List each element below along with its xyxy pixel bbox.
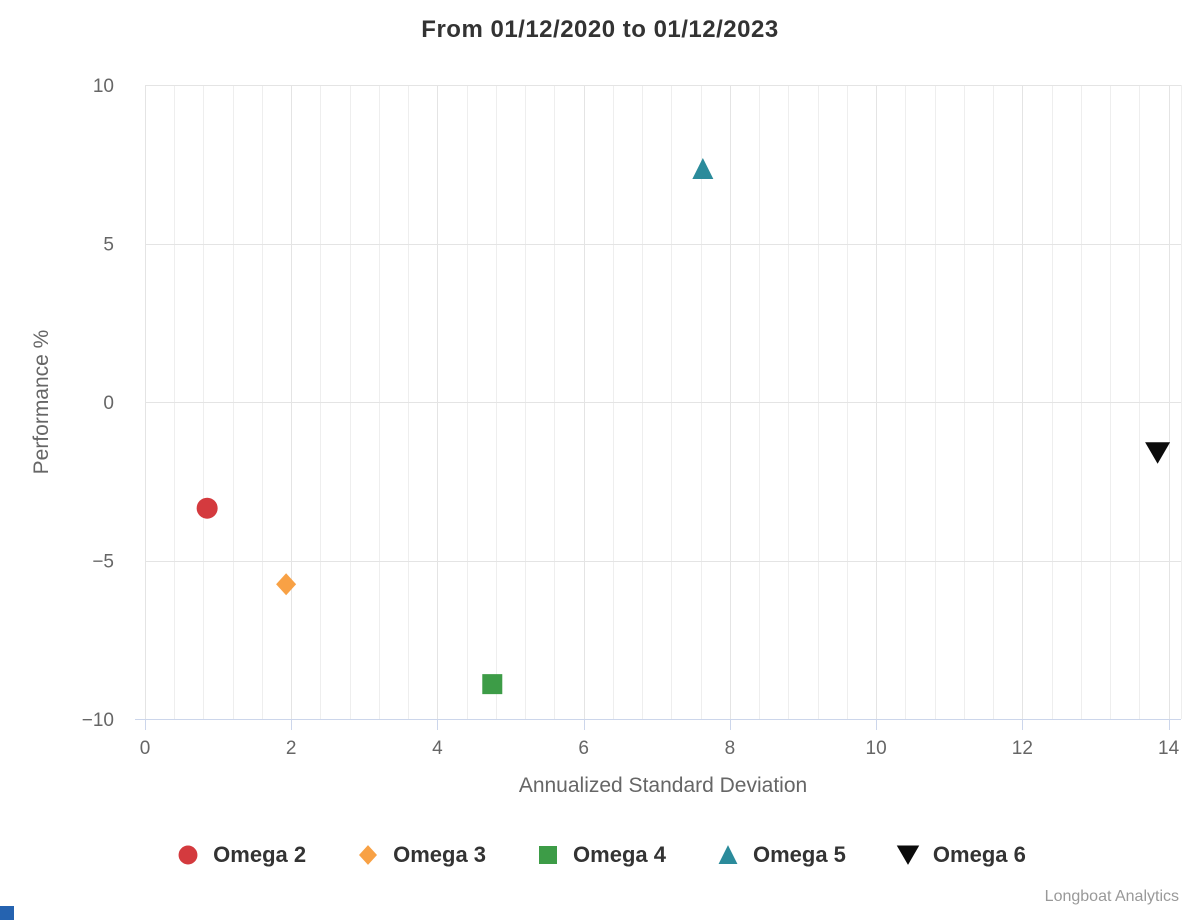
x-axis-title: Annualized Standard Deviation (518, 774, 808, 797)
legend-item-omega-6[interactable]: Omega 6 (894, 842, 1026, 868)
y-axis-title: Performance % (30, 329, 53, 475)
triangle-down-icon (896, 845, 920, 865)
point-omega-5[interactable] (692, 158, 714, 180)
legend-label: Omega 2 (213, 842, 307, 867)
x-tick-label: 12 (1012, 738, 1033, 759)
point-omega-6[interactable] (1145, 442, 1171, 464)
legend-item-omega-4[interactable]: Omega 4 (534, 842, 666, 868)
triangle-up-icon (718, 845, 738, 864)
legend-label: Omega 6 (932, 842, 1026, 867)
x-tick-label: 0 (140, 738, 151, 759)
chart-title: From 01/12/2020 to 01/12/2023 (421, 16, 779, 43)
point-omega-4[interactable] (482, 674, 503, 695)
x-tick-labels: 0 2 4 6 8 10 12 14 (140, 738, 1180, 759)
y-tick-label: −5 (92, 552, 114, 573)
y-tick-label: 5 (103, 235, 114, 256)
legend-label: Omega 5 (752, 842, 846, 867)
y-tick-label: −10 (82, 710, 114, 731)
legend-item-omega-3[interactable]: Omega 3 (354, 842, 486, 868)
x-tick-label: 10 (866, 738, 887, 759)
legend-item-omega-2[interactable]: Omega 2 (174, 842, 306, 868)
y-tick-labels: 10 5 0 −5 −10 (82, 76, 114, 731)
point-omega-3[interactable] (276, 573, 297, 596)
diamond-icon (359, 845, 378, 865)
corner-accent (0, 906, 14, 920)
square-icon (539, 846, 558, 864)
x-tick-label: 4 (432, 738, 443, 759)
legend-label: Omega 3 (393, 842, 487, 867)
y-tick-label: 0 (103, 393, 114, 414)
x-axis (135, 719, 1181, 730)
x-tick-label: 8 (725, 738, 736, 759)
point-omega-2[interactable] (196, 497, 218, 519)
circle-icon (178, 845, 198, 865)
credit-label: Longboat Analytics (1044, 888, 1179, 905)
legend-item-omega-5[interactable]: Omega 5 (714, 842, 846, 868)
x-tick-label: 6 (578, 738, 589, 759)
x-tick-label: 14 (1158, 738, 1180, 759)
legend: Omega 2 Omega 3 Omega 4 Omega 5 Omega 6 (0, 842, 1200, 868)
x-tick-label: 2 (286, 738, 297, 759)
legend-label: Omega 4 (573, 842, 666, 867)
y-tick-label: 10 (93, 76, 114, 97)
major-gridlines (145, 85, 1181, 720)
